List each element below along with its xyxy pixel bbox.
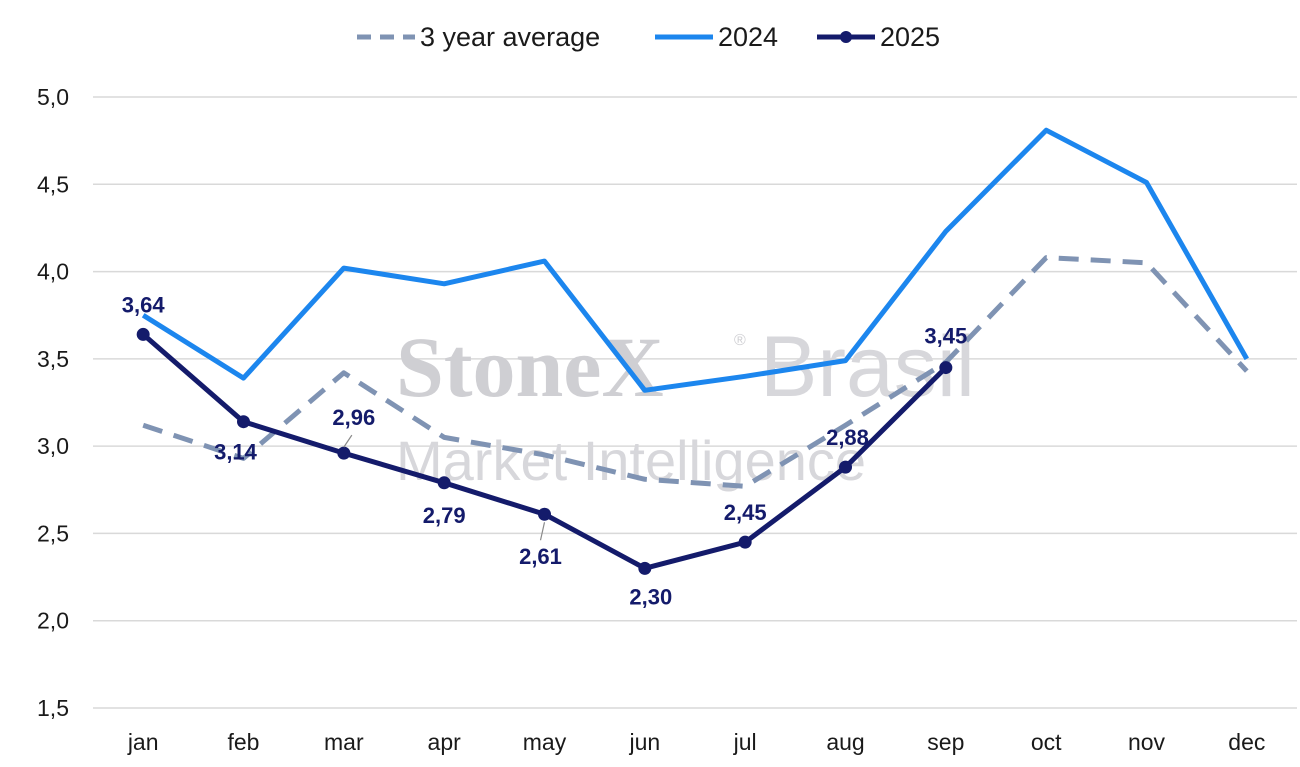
gridlines <box>93 96 1297 709</box>
watermark-brand-bold: StoneX <box>396 319 664 415</box>
data-label: 2,61 <box>519 544 562 569</box>
data-point <box>638 561 652 575</box>
series-lines <box>136 127 1249 575</box>
axis-labels: 1,5 2,0 2,5 3,0 3,5 4,0 4,5 5,0 jan feb mar apr may j… <box>37 84 1265 755</box>
x-tick-label: sep <box>927 729 964 755</box>
data-label: 2,96 <box>332 405 375 430</box>
data-point <box>136 327 150 341</box>
data-label-leader <box>343 434 353 448</box>
series-line-1 <box>141 127 1249 393</box>
legend-label: 3 year average <box>420 22 600 52</box>
x-tick-label: jun <box>628 729 660 755</box>
y-tick-label: 4,5 <box>37 171 69 197</box>
data-label: 3,14 <box>214 440 258 465</box>
legend: 3 year average 2024 2025 <box>357 22 940 52</box>
data-point <box>939 361 953 375</box>
x-tick-label: jan <box>127 729 159 755</box>
data-label: 3,45 <box>924 324 967 349</box>
y-tick-label: 5,0 <box>37 84 69 110</box>
x-tick-label: apr <box>428 729 462 755</box>
data-point <box>237 415 250 429</box>
series-line-0 <box>142 255 1249 489</box>
data-label: 2,88 <box>826 425 869 450</box>
data-label-leader <box>539 522 546 541</box>
x-tick-label: may <box>523 729 567 755</box>
legend-marker <box>840 31 852 43</box>
data-label: 2,79 <box>423 503 466 528</box>
y-tick-label: 2,5 <box>37 520 69 546</box>
data-label: 2,45 <box>724 500 767 525</box>
x-tick-label: feb <box>228 729 260 755</box>
y-tick-label: 3,0 <box>37 433 69 459</box>
watermark-registered-mark: ® <box>734 332 746 349</box>
data-point <box>538 507 551 521</box>
y-tick-label: 1,5 <box>37 695 69 721</box>
data-label: 2,30 <box>629 584 672 609</box>
x-tick-label: jul <box>733 729 757 755</box>
data-point <box>437 476 451 490</box>
data-point <box>738 535 752 549</box>
watermark-tagline: Market Intelligence <box>396 429 866 492</box>
legend-label: 2024 <box>718 22 778 52</box>
y-tick-label: 2,0 <box>37 608 69 634</box>
x-tick-label: aug <box>826 729 864 755</box>
data-point <box>337 446 351 460</box>
data-point <box>839 460 852 474</box>
watermark: StoneX ® Brasil Market Intelligence <box>396 319 975 492</box>
y-tick-label: 3,5 <box>37 346 69 372</box>
x-tick-label: oct <box>1031 729 1062 755</box>
legend-label: 2025 <box>880 22 940 52</box>
x-tick-label: dec <box>1228 729 1265 755</box>
x-tick-label: nov <box>1128 729 1166 755</box>
data-labels: 3,64 3,14 2,96 2,79 2,61 2,30 2,45 2,88 3,45 <box>122 292 967 609</box>
y-tick-label: 4,0 <box>37 259 69 285</box>
data-label: 3,64 <box>122 292 166 317</box>
x-tick-label: mar <box>324 729 364 755</box>
